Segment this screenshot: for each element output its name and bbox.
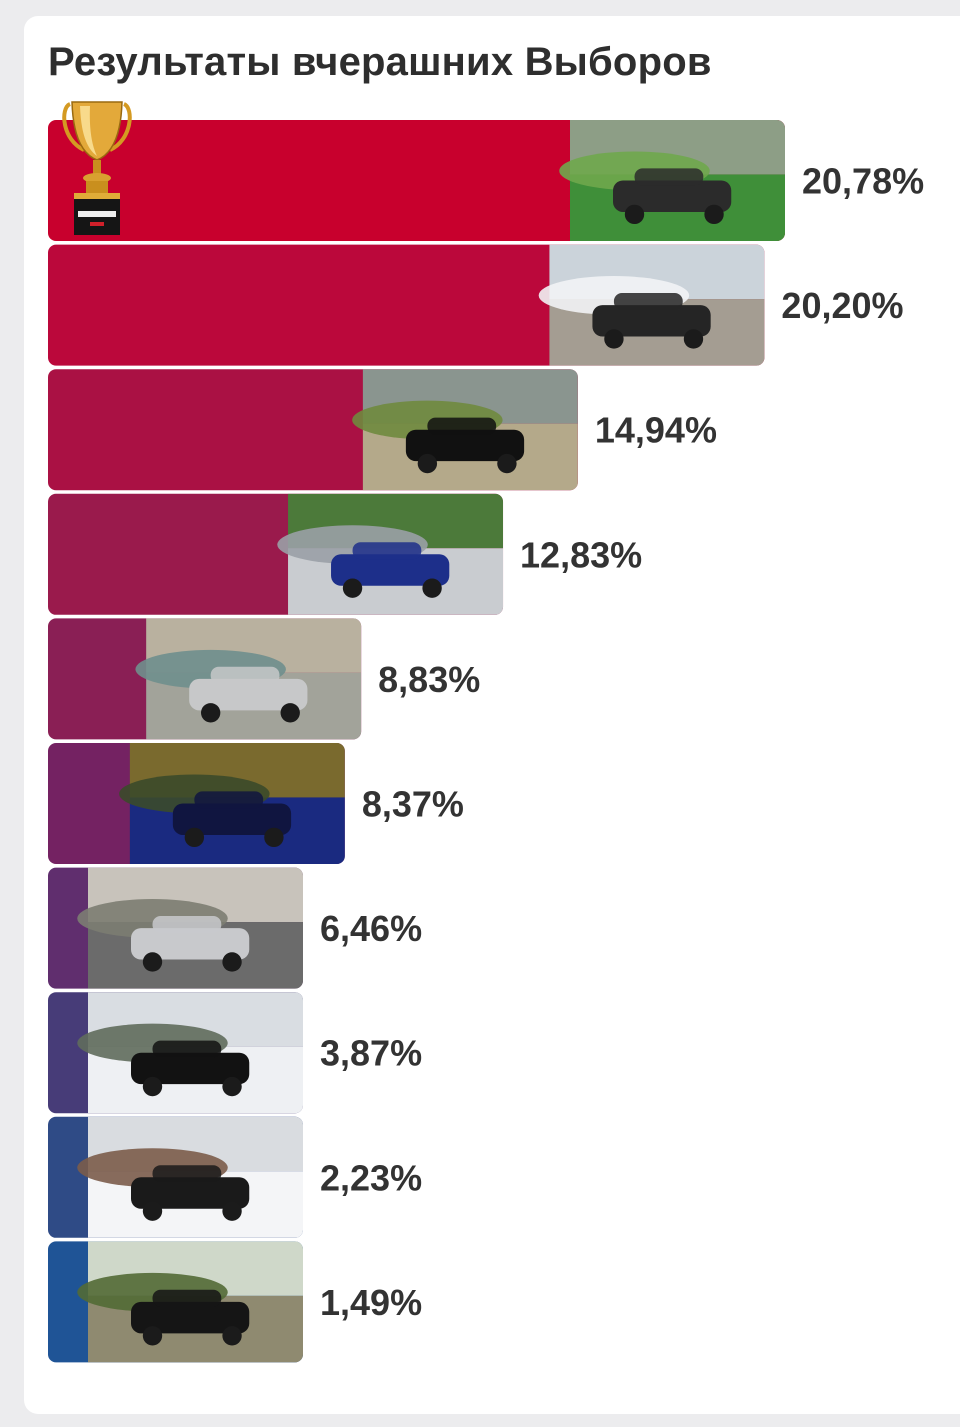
bar-row <box>48 1116 303 1238</box>
bar-row <box>48 618 362 740</box>
bar-row <box>48 244 765 366</box>
value-label: 20,20% <box>781 285 903 326</box>
chart-title: Результаты вчерашних Выборов <box>48 40 712 84</box>
car-photo-blue-sedan <box>277 493 504 615</box>
bar-row <box>48 867 303 989</box>
value-label: 2,23% <box>320 1157 422 1198</box>
car-photo-sedan-road <box>77 867 303 989</box>
value-label: 3,87% <box>320 1033 422 1074</box>
car-photo-green-suv <box>559 120 785 241</box>
bar-row <box>48 369 578 491</box>
car-photo-black-sedan-snow <box>77 992 303 1114</box>
value-label: 6,46% <box>320 908 422 949</box>
car-photo-silver-sedan-girl <box>135 618 362 740</box>
value-label: 8,37% <box>362 784 464 825</box>
value-label: 14,94% <box>595 410 717 451</box>
bar-row <box>48 1241 303 1363</box>
car-photo-van-snow <box>538 244 765 366</box>
bar-row <box>48 493 504 615</box>
value-label: 1,49% <box>320 1282 422 1323</box>
car-photo-audi-front <box>119 743 345 864</box>
car-photo-sedan-sunset <box>77 1241 303 1363</box>
car-photo-hill-girl <box>352 369 578 491</box>
bar-row <box>48 743 345 864</box>
bar-row <box>48 992 303 1114</box>
value-label: 12,83% <box>520 534 642 575</box>
trophy-icon <box>62 101 132 235</box>
value-label: 20,78% <box>802 161 924 202</box>
value-label: 8,83% <box>378 659 480 700</box>
car-photo-suv-village-snow <box>77 1116 303 1238</box>
bar-row <box>48 120 785 241</box>
